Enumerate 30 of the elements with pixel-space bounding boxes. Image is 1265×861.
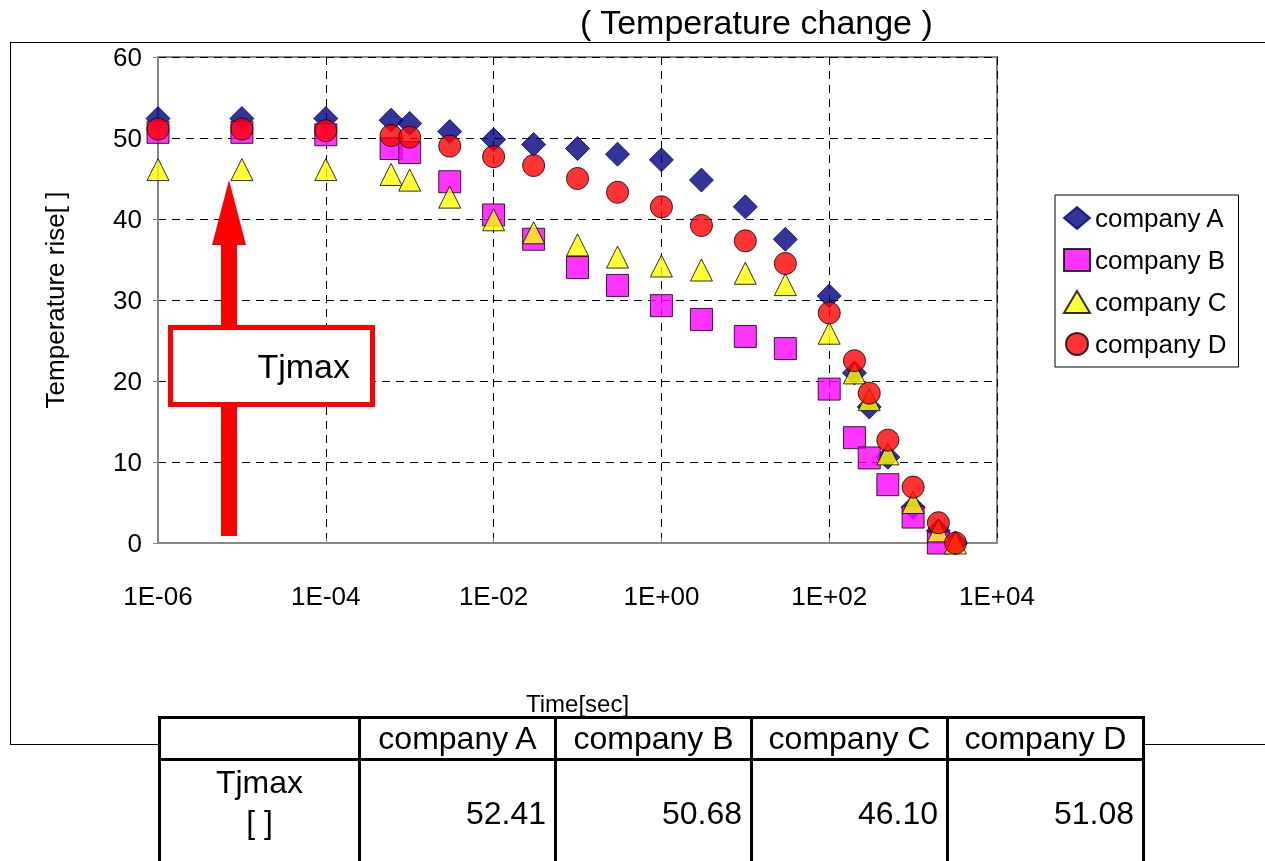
text: 50.68 (555, 759, 752, 861)
x-tick-label: 1E+00 (623, 581, 700, 611)
x-axis-title: Time[sec] (525, 689, 630, 717)
label-box: Tjmax (168, 325, 375, 407)
y-tick-label: 50 (113, 123, 142, 153)
text: company A (378, 720, 537, 756)
y-tick-label: 40 (113, 204, 142, 234)
x-tick-label: 1E-04 (291, 581, 361, 611)
legend-label: company A (1095, 203, 1225, 233)
y-tick-label: 10 (113, 447, 142, 477)
text: 46.10 (751, 759, 948, 861)
text: company D (964, 720, 1127, 756)
y-tick-label: 0 (127, 528, 142, 558)
y-tick-label: 30 (113, 285, 142, 315)
x-tick-label: 1E+04 (959, 581, 1035, 611)
chart-title: ( Temperature change ) (580, 3, 933, 41)
text: Tjmax [ ] (159, 759, 360, 861)
text: company C (768, 720, 931, 756)
legend-label: company D (1095, 329, 1227, 359)
legend-label: company B (1095, 245, 1226, 275)
y-tick-label: 20 (113, 366, 142, 396)
legend-label: company C (1095, 287, 1227, 317)
text: 52.41 (359, 759, 556, 861)
text: 51.08 (947, 759, 1144, 861)
y-axis-title: Temperature rise[ ] (40, 191, 70, 409)
x-tick-label: 1E-06 (123, 581, 193, 611)
text: company B (573, 720, 734, 756)
x-tick-label: 1E+02 (791, 581, 868, 611)
y-tick-label: 60 (113, 42, 142, 72)
x-tick-label: 1E-02 (458, 581, 529, 611)
